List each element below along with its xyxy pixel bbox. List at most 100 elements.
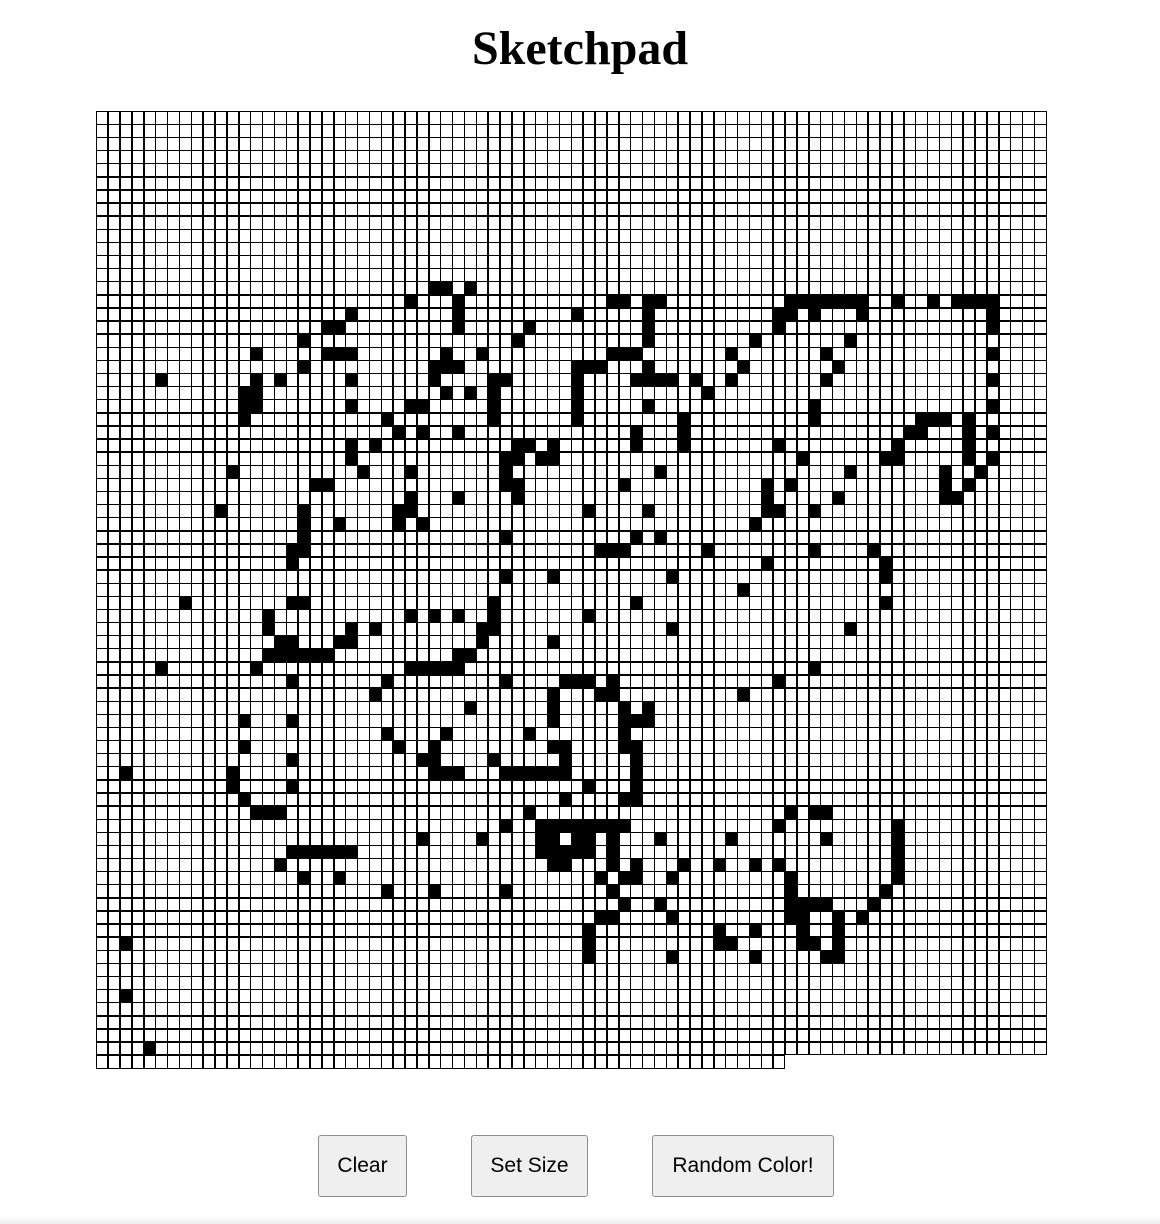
grid-cell[interactable] xyxy=(1034,714,1047,728)
grid-cell[interactable] xyxy=(452,792,465,807)
grid-cell[interactable] xyxy=(844,438,857,453)
grid-cell[interactable] xyxy=(262,176,275,191)
grid-cell[interactable] xyxy=(297,189,311,204)
grid-cell[interactable] xyxy=(618,727,631,741)
grid-cell[interactable] xyxy=(808,360,821,374)
grid-cell[interactable] xyxy=(392,150,406,165)
grid-cell[interactable] xyxy=(523,556,536,571)
grid-cell[interactable] xyxy=(689,215,703,230)
grid-cell[interactable] xyxy=(274,242,287,256)
grid-cell[interactable] xyxy=(404,478,418,492)
grid-cell[interactable] xyxy=(202,255,216,269)
grid-cell[interactable] xyxy=(535,464,548,479)
grid-cell[interactable] xyxy=(511,268,525,283)
grid-cell[interactable] xyxy=(547,281,560,296)
grid-cell[interactable] xyxy=(808,582,821,597)
grid-cell[interactable] xyxy=(535,858,548,872)
grid-cell[interactable] xyxy=(345,478,358,492)
grid-cell[interactable] xyxy=(951,648,964,663)
grid-cell[interactable] xyxy=(1034,556,1047,571)
grid-cell[interactable] xyxy=(452,556,465,571)
grid-cell[interactable] xyxy=(808,202,821,217)
grid-cell[interactable] xyxy=(594,648,608,663)
grid-cell[interactable] xyxy=(487,333,501,348)
grid-cell[interactable] xyxy=(939,504,952,518)
grid-cell[interactable] xyxy=(784,740,798,754)
grid-cell[interactable] xyxy=(214,412,228,427)
grid-cell[interactable] xyxy=(737,228,750,243)
grid-cell[interactable] xyxy=(1022,569,1035,584)
grid-cell[interactable] xyxy=(452,228,465,243)
grid-cell[interactable] xyxy=(796,596,810,610)
grid-cell[interactable] xyxy=(547,753,560,768)
grid-cell[interactable] xyxy=(262,661,275,676)
grid-cell[interactable] xyxy=(297,700,311,715)
grid-cell[interactable] xyxy=(666,464,679,479)
grid-cell[interactable] xyxy=(962,766,976,781)
grid-cell[interactable] xyxy=(998,268,1011,283)
grid-cell[interactable] xyxy=(654,845,667,859)
grid-cell[interactable] xyxy=(1034,530,1047,545)
grid-cell[interactable] xyxy=(309,923,323,938)
grid-cell[interactable] xyxy=(772,150,786,165)
grid-cell[interactable] xyxy=(155,530,168,545)
grid-cell[interactable] xyxy=(499,858,513,872)
grid-cell[interactable] xyxy=(226,556,240,571)
grid-cell[interactable] xyxy=(772,346,786,361)
grid-cell[interactable] xyxy=(487,648,501,663)
grid-cell[interactable] xyxy=(571,766,584,781)
grid-cell[interactable] xyxy=(179,451,192,466)
grid-cell[interactable] xyxy=(559,871,572,886)
grid-cell[interactable] xyxy=(784,360,798,374)
grid-cell[interactable] xyxy=(856,727,869,741)
grid-cell[interactable] xyxy=(238,779,251,794)
grid-cell[interactable] xyxy=(191,189,204,204)
grid-cell[interactable] xyxy=(392,910,406,925)
grid-cell[interactable] xyxy=(96,399,109,414)
grid-cell[interactable] xyxy=(131,360,145,374)
grid-cell[interactable] xyxy=(155,740,168,754)
grid-cell[interactable] xyxy=(784,687,798,702)
grid-cell[interactable] xyxy=(440,753,453,768)
grid-cell[interactable] xyxy=(250,215,263,230)
grid-cell[interactable] xyxy=(107,648,121,663)
grid-cell[interactable] xyxy=(856,425,869,440)
grid-cell[interactable] xyxy=(143,766,156,781)
grid-cell[interactable] xyxy=(416,373,430,387)
grid-cell[interactable] xyxy=(487,464,501,479)
grid-cell[interactable] xyxy=(796,124,810,138)
grid-cell[interactable] xyxy=(487,792,501,807)
grid-cell[interactable] xyxy=(202,543,216,558)
grid-cell[interactable] xyxy=(879,766,893,781)
grid-cell[interactable] xyxy=(974,832,988,846)
grid-cell[interactable] xyxy=(214,832,228,846)
grid-cell[interactable] xyxy=(749,464,762,479)
grid-cell[interactable] xyxy=(96,569,109,584)
grid-cell[interactable] xyxy=(238,805,251,820)
grid-cell[interactable] xyxy=(345,281,358,296)
grid-cell[interactable] xyxy=(1010,464,1023,479)
grid-cell[interactable] xyxy=(214,727,228,741)
grid-cell[interactable] xyxy=(274,897,287,912)
grid-cell[interactable] xyxy=(167,150,180,165)
grid-cell[interactable] xyxy=(713,228,726,243)
grid-cell[interactable] xyxy=(559,740,572,754)
grid-cell[interactable] xyxy=(452,137,465,151)
grid-cell[interactable] xyxy=(915,360,928,374)
grid-cell[interactable] xyxy=(476,242,489,256)
grid-cell[interactable] xyxy=(321,622,335,636)
grid-cell[interactable] xyxy=(986,294,1000,309)
grid-cell[interactable] xyxy=(654,320,667,335)
grid-cell[interactable] xyxy=(428,700,441,715)
grid-cell[interactable] xyxy=(357,766,370,781)
grid-cell[interactable] xyxy=(808,661,821,676)
grid-cell[interactable] xyxy=(369,491,382,505)
grid-cell[interactable] xyxy=(761,150,774,165)
grid-cell[interactable] xyxy=(476,464,489,479)
grid-cell[interactable] xyxy=(856,373,869,387)
grid-cell[interactable] xyxy=(535,661,548,676)
grid-cell[interactable] xyxy=(903,294,916,309)
grid-cell[interactable] xyxy=(844,609,857,623)
grid-cell[interactable] xyxy=(250,687,263,702)
grid-cell[interactable] xyxy=(974,176,988,191)
